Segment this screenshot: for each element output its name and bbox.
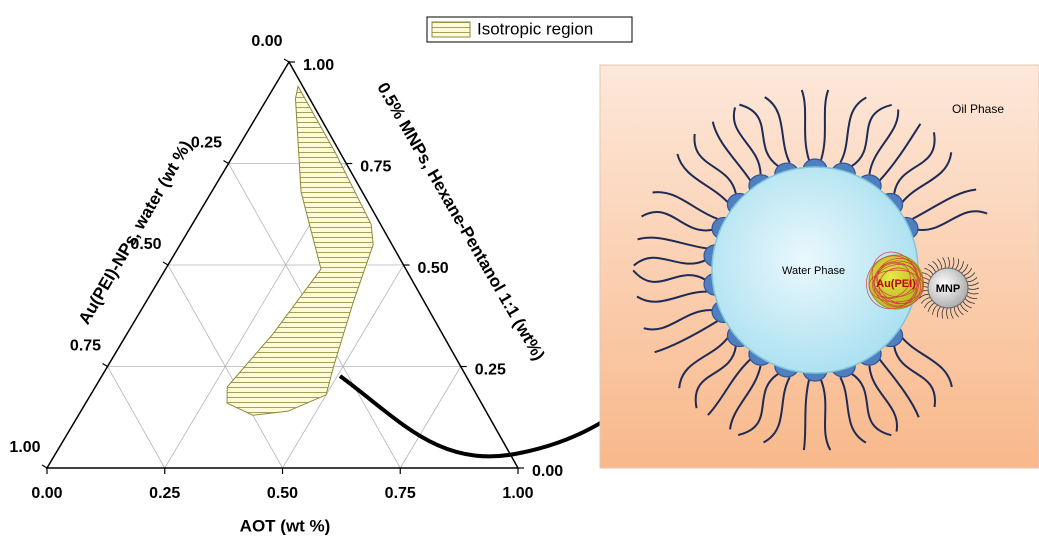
figure: 0.00 0.25 0.50 0.75 1.00 0.00 0.25 0.50 0.75 1.00… xyxy=(0,0,1039,542)
isotropic-region xyxy=(227,86,373,415)
right-tick-label: 0.00 xyxy=(532,463,563,480)
tick-mark xyxy=(284,59,289,62)
bottom-tick-label: 0.50 xyxy=(267,485,298,502)
bottom-tick-label: 0.25 xyxy=(149,485,180,502)
schematic: Oil Phase Water Phase Au(PEI) MNP xyxy=(600,65,1039,468)
left-tick-label: 0.25 xyxy=(191,135,222,152)
oil-phase-label: Oil Phase xyxy=(952,102,1004,116)
arrow xyxy=(340,376,640,456)
bottom-tick-label: 1.00 xyxy=(502,485,533,502)
legend-swatch xyxy=(432,22,470,37)
tick-mark xyxy=(224,161,229,164)
particle-label: Au(PEI) xyxy=(876,278,916,290)
mnp-label: MNP xyxy=(936,283,960,295)
legend: Isotropic region xyxy=(427,17,632,42)
bottom-tick-label: 0.00 xyxy=(31,485,62,502)
ternary-chart: 0.00 0.25 0.50 0.75 1.00 0.00 0.25 0.50 0.75 1.00… xyxy=(9,33,563,535)
water-phase-label: Water Phase xyxy=(782,265,845,277)
grid-line xyxy=(400,367,461,469)
right-tick-label: 1.00 xyxy=(303,57,334,74)
right-tick-label: 0.75 xyxy=(360,159,391,176)
bottom-axis-title: AOT (wt %) xyxy=(240,516,331,535)
bottom-tick-label: 0.75 xyxy=(385,485,416,502)
left-tick-label: 0.75 xyxy=(70,338,101,355)
right-axis-title: 0.5% MNPs, Hexane-Pentanol 1:1 (wt%) xyxy=(373,79,548,363)
tick-mark xyxy=(163,262,168,265)
tick-mark xyxy=(42,465,47,468)
left-axis-title: Au(PEI)-NPs, water (wt %) xyxy=(75,137,196,327)
grid-line xyxy=(108,367,165,469)
left-tick-label: 0.00 xyxy=(251,33,282,50)
page: 0.00 0.25 0.50 0.75 1.00 0.00 0.25 0.50 0.75 1.00… xyxy=(0,0,1039,542)
tick-mark xyxy=(103,364,108,367)
left-tick-label: 1.00 xyxy=(9,439,40,456)
legend-label: Isotropic region xyxy=(477,19,593,38)
right-tick-label: 0.25 xyxy=(475,362,506,379)
right-tick-label: 0.50 xyxy=(418,260,449,277)
